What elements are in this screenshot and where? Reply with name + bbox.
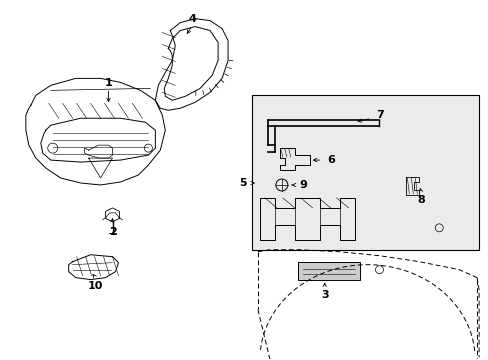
Text: 1: 1	[104, 78, 112, 88]
Text: 7: 7	[376, 110, 384, 120]
Text: 5: 5	[239, 178, 246, 188]
Text: 4: 4	[188, 14, 196, 24]
Bar	[251, 95, 478, 250]
Text: 6: 6	[327, 155, 335, 165]
Text: 8: 8	[417, 195, 425, 205]
Text: 10: 10	[88, 280, 103, 291]
Text: 2: 2	[108, 227, 116, 237]
Bar	[297, 262, 359, 280]
Text: 3: 3	[320, 289, 328, 300]
Text: 9: 9	[299, 180, 307, 190]
